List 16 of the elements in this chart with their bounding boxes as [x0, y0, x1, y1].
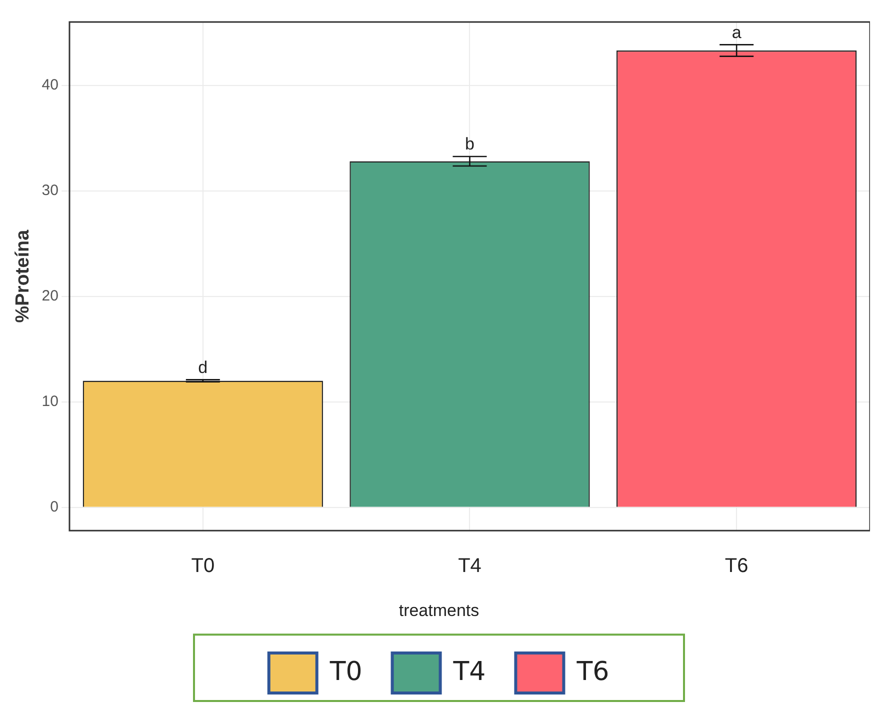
y-tick-label: 30 — [42, 182, 58, 199]
y-tick-label: 40 — [42, 76, 58, 94]
y-tick-label: 10 — [42, 393, 58, 410]
annotation: b — [465, 134, 474, 154]
y-axis-title: %Proteína — [12, 229, 34, 323]
x-tick-label: T6 — [724, 555, 748, 578]
legend-label: T0 — [328, 656, 362, 687]
annotation: a — [732, 22, 742, 42]
y-tick-label: 20 — [42, 287, 58, 304]
x-tick-label: T4 — [458, 555, 482, 578]
x-tick-label: T0 — [191, 555, 215, 578]
annotation: d — [198, 358, 208, 377]
legend-label: T6 — [576, 656, 610, 687]
y-tick-label: 0 — [50, 498, 58, 516]
legend-label: T4 — [452, 656, 486, 687]
legend-title: treatments — [398, 600, 480, 620]
